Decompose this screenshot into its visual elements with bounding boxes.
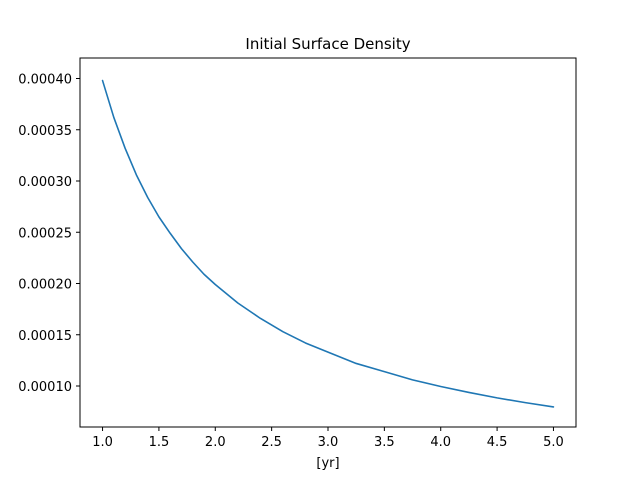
x-tick-label: 4.5	[487, 435, 508, 450]
x-axis: 1.0 1.5 2.0 2.5 3.0 3.5 4.0 4.5 5.0	[92, 427, 564, 450]
x-tick-label: 5.0	[543, 435, 564, 450]
series-layer	[101, 79, 555, 408]
x-tick-label: 3.0	[318, 435, 339, 450]
x-tick-label: 3.5	[374, 435, 395, 450]
y-tick-label: 0.00010	[18, 380, 72, 395]
y-tick-label: 0.00015	[18, 329, 72, 344]
y-tick-label: 0.00025	[18, 226, 72, 241]
y-tick-label: 0.00030	[18, 175, 72, 190]
x-tick-label: 1.5	[149, 435, 170, 450]
plot-area	[79, 57, 577, 428]
x-tick-label: 2.5	[261, 435, 282, 450]
x-axis-label: [yr]	[316, 456, 339, 471]
y-axis: 0.00010 0.00015 0.00020 0.00025 0.00030 0.000…	[18, 73, 80, 395]
x-tick-label: 1.0	[92, 435, 113, 450]
series-line	[101, 79, 555, 408]
y-tick-label: 0.00040	[18, 73, 72, 88]
y-tick-label: 0.00035	[18, 124, 72, 139]
x-tick-label: 2.0	[205, 435, 226, 450]
y-tick-label: 0.00020	[18, 278, 72, 293]
x-tick-label: 4.0	[430, 435, 451, 450]
chart-title: Initial Surface Density	[245, 35, 410, 53]
